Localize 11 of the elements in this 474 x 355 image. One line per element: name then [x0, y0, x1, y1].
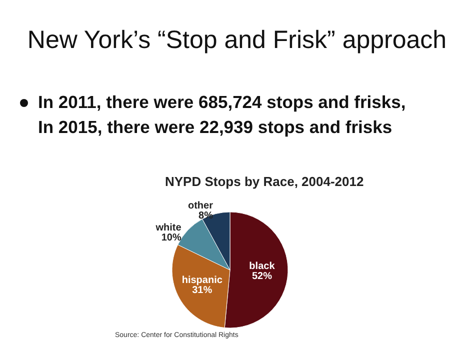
- slice-label: black: [249, 260, 276, 272]
- text: In 2011, there were 685,724 stops and frisks,: [38, 91, 406, 114]
- slice-label: other: [188, 200, 214, 212]
- chart-title: New York’s “Stop and Frisk” approach: [26, 26, 448, 55]
- data-label: 10%: [161, 232, 182, 244]
- slice-label: hispanic: [182, 275, 223, 286]
- chart-subtitle: NYPD Stops by Race, 2004-2012: [165, 174, 364, 189]
- data-label: 52%: [252, 270, 272, 282]
- slice-label: white: [154, 222, 182, 234]
- data-label: 31%: [192, 285, 212, 296]
- text: In 2015, there were 22,939 stops and frisks: [38, 116, 394, 139]
